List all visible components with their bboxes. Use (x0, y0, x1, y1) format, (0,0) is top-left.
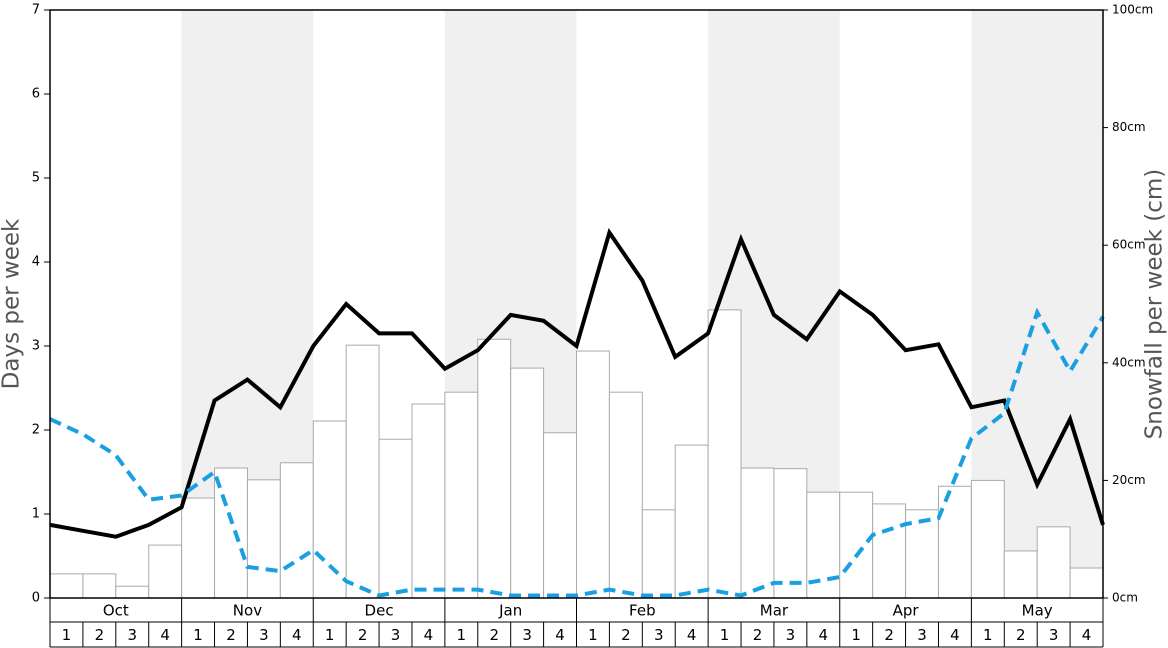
x-tick-label: 2 (95, 626, 105, 644)
x-tick-label: 3 (1049, 626, 1059, 644)
bar (872, 503, 907, 599)
x-tick-label: 4 (1082, 626, 1092, 644)
month-label: Oct (103, 602, 129, 620)
x-tick-label: 4 (687, 626, 697, 644)
bar (937, 485, 972, 599)
y-tick-label: 2 (32, 423, 40, 438)
month-label: Feb (629, 602, 656, 620)
y-tick-label: 7 (32, 3, 40, 18)
y2-tick-label: 80cm (1112, 120, 1146, 134)
bar (115, 585, 150, 599)
line (49, 307, 1105, 598)
y-tick-label: 3 (32, 339, 40, 354)
x-tick-label: 1 (193, 626, 203, 644)
y-tick-label: 6 (32, 87, 40, 102)
y2-tick-label: 60cm (1112, 238, 1146, 252)
month-label: May (1022, 602, 1053, 620)
y2-axis-label: Snowfall per week (cm) (1142, 169, 1168, 440)
x-tick-label: 2 (358, 626, 368, 644)
x-tick-label: 3 (127, 626, 137, 644)
bar (740, 467, 775, 599)
x-tick-label: 2 (1016, 626, 1026, 644)
bar (839, 491, 874, 599)
line (49, 227, 1105, 539)
month-label: Dec (365, 602, 394, 620)
x-tick-label: 2 (884, 626, 894, 644)
bar (773, 468, 808, 599)
bar (1069, 567, 1104, 599)
x-tick-label: 3 (786, 626, 796, 644)
x-tick-label: 1 (588, 626, 598, 644)
x-tick-label: 2 (621, 626, 631, 644)
x-tick-label: 3 (259, 626, 269, 644)
bar (246, 479, 281, 599)
y2-tick-label: 0cm (1112, 591, 1138, 605)
bar (970, 479, 1005, 599)
x-tick-label: 3 (917, 626, 927, 644)
x-tick-label: 1 (851, 626, 861, 644)
x-tick-label: 1 (325, 626, 335, 644)
y2-tick-label: 100cm (1112, 3, 1153, 17)
x-tick-label: 4 (424, 626, 434, 644)
x-tick-label: 4 (950, 626, 960, 644)
bar (444, 391, 479, 599)
bar (608, 391, 643, 599)
bar (49, 573, 84, 599)
x-tick-label: 1 (983, 626, 993, 644)
bar (279, 462, 314, 599)
y-tick-label: 1 (32, 507, 40, 522)
month-label: Jan (498, 602, 522, 620)
bar (543, 432, 577, 599)
bar (312, 420, 347, 599)
y-tick-label: 0 (32, 591, 40, 606)
y2-tick-label: 20cm (1112, 473, 1146, 487)
x-tick-label: 2 (226, 626, 236, 644)
y-axis-label: Days per week (0, 218, 25, 389)
bar (181, 497, 216, 599)
month-label: Apr (893, 602, 920, 620)
bar (477, 338, 512, 599)
bar (641, 509, 676, 599)
bar (1036, 526, 1071, 599)
bar (674, 444, 709, 599)
bar (345, 344, 380, 599)
y2-tick-label: 40cm (1112, 355, 1146, 369)
x-tick-label: 3 (654, 626, 664, 644)
month-label: Nov (233, 602, 262, 620)
bar (510, 367, 545, 599)
bar (707, 309, 742, 599)
x-tick-label: 4 (160, 626, 170, 644)
x-tick-label: 3 (522, 626, 532, 644)
bar (148, 544, 183, 599)
x-tick-label: 4 (819, 626, 829, 644)
month-label: Mar (760, 602, 789, 620)
x-tick-label: 1 (457, 626, 467, 644)
x-tick-label: 2 (753, 626, 763, 644)
x-tick-label: 1 (720, 626, 730, 644)
bar (576, 350, 610, 599)
bar (411, 403, 446, 599)
bar (378, 438, 413, 599)
y-tick-label: 4 (32, 255, 40, 270)
x-tick-label: 1 (62, 626, 72, 644)
x-tick-label: 4 (292, 626, 302, 644)
bar (1003, 550, 1038, 599)
x-tick-label: 4 (555, 626, 565, 644)
x-tick-label: 3 (391, 626, 401, 644)
x-tick-label: 2 (489, 626, 499, 644)
bar (82, 573, 117, 599)
y-tick-label: 5 (32, 171, 40, 186)
